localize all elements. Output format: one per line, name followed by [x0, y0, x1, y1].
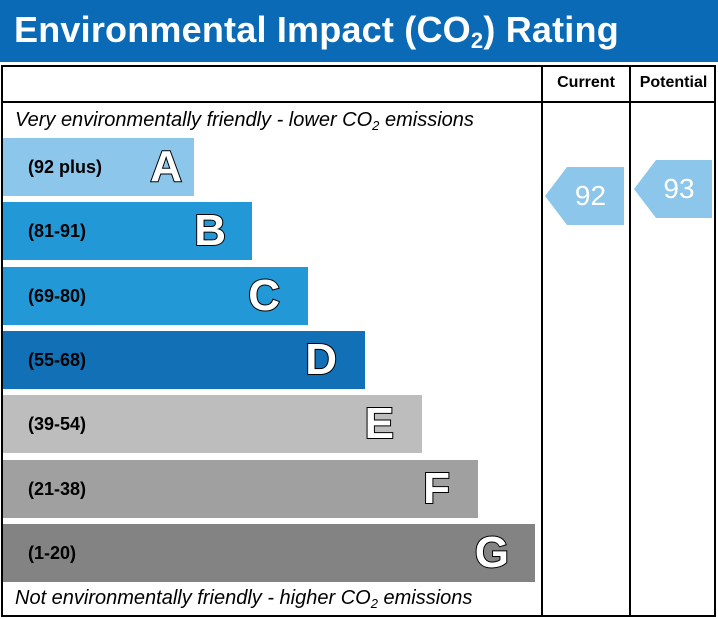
band-e: (39-54) E	[3, 395, 422, 453]
band-c: (69-80) C	[3, 267, 308, 325]
current-rating-arrow-value: 92	[574, 180, 607, 211]
page-title: Environmental Impact (CO2) Rating	[14, 9, 619, 54]
potential-rating-arrow: 93	[634, 160, 712, 218]
band-letter: D	[304, 334, 338, 385]
top-caption-suffix: emissions	[379, 109, 474, 131]
band-range-label: (69-80)	[28, 286, 87, 306]
potential-rating-arrow-shape	[634, 160, 712, 218]
band-range-label: (92 plus)	[28, 157, 103, 177]
chart-frame	[1, 65, 716, 617]
band-range-label: (81-91)	[28, 221, 87, 241]
top-caption-subscript: 2	[372, 118, 380, 133]
top-caption: Very environmentally friendly - lower CO…	[15, 109, 474, 133]
title-subscript: 2	[470, 28, 484, 53]
band-range-label: (55-68)	[28, 350, 87, 370]
band-range-label: (39-54)	[28, 414, 87, 434]
band-g: (1-20) G	[3, 524, 535, 582]
column-divider-potential	[629, 65, 631, 617]
bottom-caption-prefix: Not environmentally friendly - higher CO	[15, 587, 371, 609]
bottom-caption-suffix: emissions	[377, 587, 473, 609]
title-prefix: Environmental Impact (CO	[14, 9, 471, 50]
title-bar: Environmental Impact (CO2) Rating	[0, 0, 718, 62]
band-a: (92 plus) A	[3, 138, 194, 196]
potential-column-header: Potential	[639, 74, 708, 91]
potential-rating-arrow-value: 93	[663, 173, 695, 204]
band-d: (55-68) D	[3, 331, 365, 389]
current-column-header: Current	[557, 74, 615, 91]
band-letter: A	[149, 141, 183, 192]
band-letter: E	[364, 398, 395, 449]
band-range-label: (21-38)	[28, 479, 87, 499]
band-letter: B	[193, 205, 227, 256]
header-row-divider	[1, 101, 716, 103]
column-divider-current	[541, 65, 543, 617]
top-caption-prefix: Very environmentally friendly - lower CO	[15, 109, 373, 131]
band-b: (81-91) B	[3, 202, 252, 260]
current-rating-arrow-shape	[545, 167, 624, 225]
title-suffix: ) Rating	[483, 9, 619, 50]
band-letter: F	[422, 463, 451, 514]
current-rating-arrow: 92	[545, 167, 624, 225]
band-range-label: (1-20)	[28, 543, 77, 563]
band-f: (21-38) F	[3, 460, 478, 518]
band-letter: C	[247, 270, 281, 321]
bottom-caption: Not environmentally friendly - higher CO…	[15, 587, 472, 611]
band-letter: G	[474, 527, 510, 578]
bottom-caption-subscript: 2	[370, 596, 378, 611]
